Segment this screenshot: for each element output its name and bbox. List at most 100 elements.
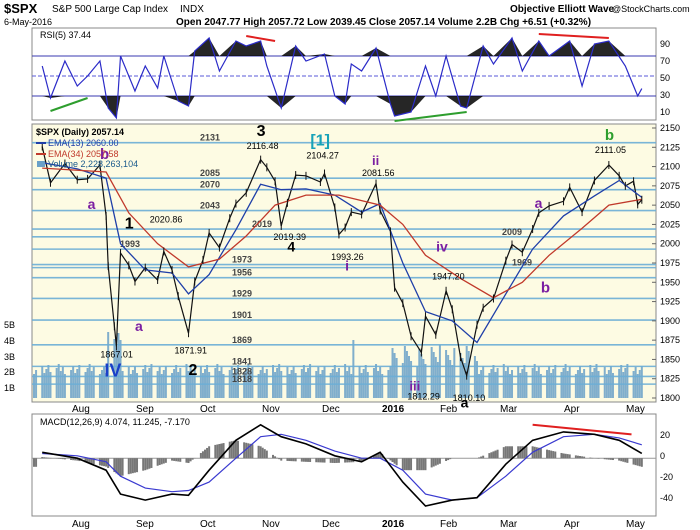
macd-histogram-bar — [171, 458, 174, 461]
macd-histogram-bar — [377, 453, 380, 459]
volume-bar — [185, 364, 188, 398]
volume-bar — [360, 373, 363, 398]
macd-histogram-bar — [164, 458, 167, 463]
macd-histogram-bar — [131, 458, 134, 474]
volume-bar — [333, 365, 336, 398]
macd-histogram-bar — [208, 446, 211, 459]
volume-bar — [103, 366, 106, 398]
macd-histogram-bar — [245, 442, 248, 459]
month-nov: Nov — [262, 404, 280, 415]
volume-bar — [626, 364, 629, 398]
price-tick-1900: 1900 — [660, 316, 680, 326]
volume-bar — [247, 364, 250, 398]
macd-histogram-bar — [346, 458, 349, 463]
macd-histogram-bar — [335, 458, 338, 463]
volume-bar — [272, 365, 275, 398]
macd-histogram-bar — [537, 447, 540, 459]
macd-histogram-bar — [187, 458, 190, 464]
macd-label: MACD(12,26,9) 4.074, 11.245, -7.170 — [40, 417, 190, 427]
volume-tick-1b: 1B — [4, 383, 15, 393]
macd-tick-neg20: -20 — [660, 472, 673, 482]
price-tick-2000: 2000 — [660, 239, 680, 249]
level-label-2070: 2070 — [200, 180, 220, 190]
macd-histogram-bar — [432, 458, 435, 467]
macd-histogram-bar — [405, 458, 408, 471]
volume-bar — [461, 358, 464, 398]
volume-bar — [55, 368, 58, 398]
macd-month-mar: Mar — [500, 519, 518, 530]
macd-histogram-bar — [395, 458, 398, 466]
macd-histogram-bar — [546, 449, 549, 459]
macd-histogram-bar — [638, 458, 641, 467]
price-series — [41, 142, 643, 380]
rsi-line — [41, 36, 643, 120]
volume-bar — [375, 364, 378, 398]
volume-bar — [57, 364, 60, 398]
volume-bar — [323, 366, 326, 398]
series-ema-34- — [42, 167, 642, 299]
volume-bar — [478, 374, 481, 398]
macd-histogram-bar — [115, 458, 118, 474]
macd-histogram-bar — [554, 451, 557, 459]
macd-histogram-bar — [333, 458, 336, 464]
volume-bar — [482, 366, 485, 398]
macd-histogram-bar — [539, 448, 542, 459]
macd-histogram-bar — [618, 458, 621, 461]
price-tick-2050: 2050 — [660, 200, 680, 210]
wave-label: 3 — [257, 123, 266, 140]
volume-bar — [533, 364, 536, 398]
macd-histogram-bar — [562, 453, 565, 459]
macd-histogram-bar — [436, 458, 439, 465]
price-annotation: 2020.86 — [150, 215, 183, 225]
volume-bar — [508, 374, 511, 398]
macd-histogram-bar — [45, 457, 48, 459]
macd-histogram-bar — [189, 458, 192, 462]
rsi-layer — [32, 33, 656, 122]
volume-bar — [523, 365, 526, 398]
month-aug: Aug — [72, 404, 90, 415]
price-annotation: 1947.20 — [432, 271, 465, 281]
volume-bar — [352, 340, 355, 398]
macd-histogram-bar — [302, 458, 305, 462]
macd-month-sep: Sep — [136, 519, 154, 530]
volume-bar — [160, 374, 163, 398]
macd-histogram-bar — [358, 458, 361, 462]
volume-bar — [150, 364, 153, 398]
volume-bar — [640, 366, 643, 398]
month-mar: Mar — [500, 404, 518, 415]
macd-histogram-bar — [292, 458, 295, 462]
volume-bar — [401, 363, 404, 398]
macd-histogram-bar — [391, 458, 394, 463]
macd-histogram-bar — [90, 458, 93, 464]
volume-bar — [496, 368, 499, 398]
volume-bar — [164, 366, 167, 398]
macd-histogram-bar — [199, 452, 202, 459]
volume-bar — [144, 365, 147, 398]
macd-line — [42, 423, 643, 507]
macd-histogram-bar — [315, 458, 318, 463]
macd-histogram-bar — [583, 456, 586, 459]
volume-bar — [317, 367, 320, 398]
price-tick-2025: 2025 — [660, 219, 680, 229]
price-annotation: 2104.27 — [306, 150, 339, 160]
volume-bar — [554, 365, 557, 398]
macd-histogram-bar — [234, 440, 237, 459]
macd-histogram-bar — [321, 458, 324, 463]
volume-tick-4b: 4B — [4, 336, 15, 346]
volume-bar — [574, 374, 577, 398]
macd-histogram-bar — [609, 458, 612, 460]
macd-histogram-bar — [201, 451, 204, 459]
macd-histogram-bar — [133, 458, 136, 473]
volume-bar — [208, 372, 211, 398]
month-apr: Apr — [564, 404, 580, 415]
price-annotation: 1812.29 — [407, 392, 440, 402]
volume-bar — [418, 349, 421, 398]
macd-histogram-bar — [162, 458, 165, 464]
level-label-2009: 2009 — [502, 227, 522, 237]
macd-histogram-bar — [634, 458, 637, 466]
macd-histogram-bar — [160, 458, 163, 465]
volume-bar — [329, 373, 332, 398]
macd-histogram-bar — [403, 458, 406, 471]
macd-histogram-bar — [636, 458, 639, 466]
macd-histogram-bar — [494, 450, 497, 459]
